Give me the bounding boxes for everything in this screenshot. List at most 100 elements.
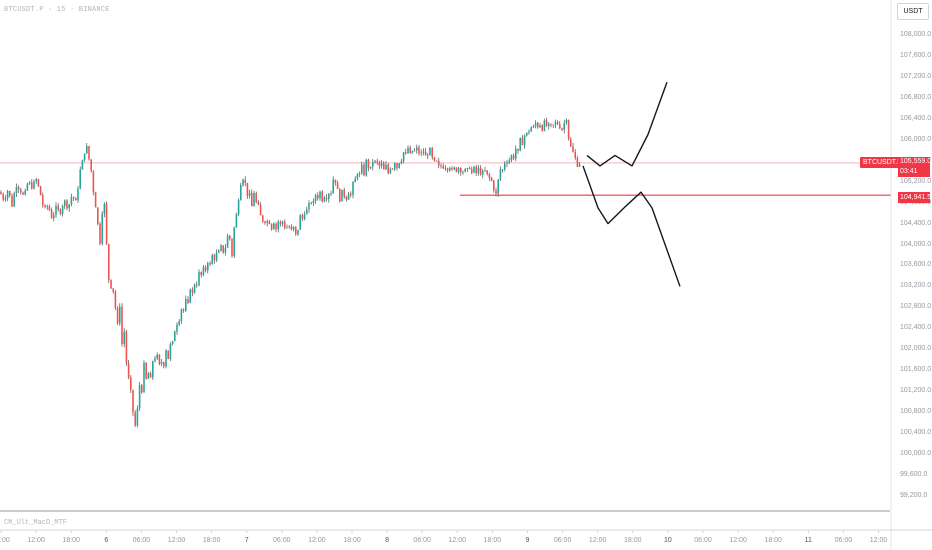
candle (242, 178, 244, 187)
candle (226, 233, 229, 248)
candle (570, 136, 572, 148)
candle (341, 189, 343, 202)
indicator-legend[interactable]: CM_Ult_MacD_MTF (4, 519, 68, 527)
candle (510, 154, 513, 163)
candle (490, 176, 493, 182)
candle (88, 145, 90, 161)
candle (409, 145, 411, 154)
candle (138, 381, 141, 412)
candle (396, 162, 398, 171)
price-tick-label: 106,000.0 (900, 135, 932, 143)
candle (328, 192, 330, 203)
candle (336, 180, 339, 189)
candle (486, 170, 488, 176)
candle (521, 135, 524, 146)
time-tick-label: 18:00 (764, 537, 782, 544)
candle (416, 144, 418, 154)
candle (81, 159, 84, 170)
candle (440, 163, 442, 169)
forecast-path[interactable] (586, 81, 668, 167)
candle (471, 166, 473, 175)
candle (290, 224, 293, 231)
candle (330, 190, 332, 197)
candle (169, 342, 172, 362)
candle (9, 190, 11, 198)
currency-selector[interactable]: USDT (897, 3, 929, 20)
time-tick-label: 06:00 (273, 537, 291, 544)
candle (83, 153, 86, 163)
candle (224, 244, 227, 256)
candle (512, 153, 515, 161)
candle (451, 165, 453, 172)
candle (251, 189, 253, 207)
candle (339, 188, 341, 203)
time-tick-label: 18:00 (483, 537, 502, 544)
candle (352, 181, 354, 199)
candle (372, 159, 374, 171)
candle (446, 167, 449, 173)
candle (143, 360, 145, 393)
candle (108, 243, 110, 283)
candle (218, 249, 220, 254)
candle (398, 163, 400, 169)
symbol-badge: BTCUSDT.P (860, 157, 905, 168)
candle (565, 118, 568, 125)
candle (559, 121, 561, 130)
time-tick-label: 11 (804, 537, 812, 544)
candle (506, 159, 508, 168)
candle (28, 181, 31, 186)
price-tick-label: 107,200.0 (900, 72, 932, 80)
last-price-badge: 105,559.0 03:41 (898, 157, 931, 177)
candle (519, 137, 521, 152)
time-tick-label: 06:00 (694, 537, 712, 544)
time-tick-label: 06:00 (834, 537, 853, 544)
candle (354, 176, 356, 183)
level-price-badge: 104,941.5 (898, 192, 932, 203)
candle (57, 203, 59, 212)
candle (198, 269, 200, 287)
price-tick-label: 107,600.0 (900, 51, 932, 59)
candle (552, 124, 554, 129)
candle (105, 201, 108, 246)
candle (545, 117, 548, 127)
candle (501, 168, 504, 173)
time-tick-label: 12:00 (729, 537, 747, 544)
candle (497, 178, 499, 197)
candle (180, 308, 183, 324)
candle (0, 190, 2, 195)
price-tick-label: 102,000.0 (900, 345, 932, 353)
time-tick-label: 12:00 (308, 537, 326, 544)
candle (576, 155, 579, 168)
price-tick-label: 99,600.0 (900, 471, 928, 479)
candle (4, 195, 7, 202)
time-tick-label: 18:00 (62, 537, 80, 544)
candle (277, 219, 279, 233)
candle (460, 167, 462, 176)
time-tick-label: 12:00 (869, 537, 888, 544)
price-tick-label: 100,400.0 (900, 429, 932, 437)
candle (167, 350, 169, 360)
candle (264, 220, 266, 225)
candle (112, 288, 114, 294)
candle (532, 124, 535, 129)
time-tick-label: 06:00 (553, 537, 572, 544)
candle (270, 223, 273, 231)
candle (347, 191, 350, 200)
forecast-path[interactable] (582, 165, 681, 287)
symbol-legend[interactable]: BTCUSDT.P · 15 · BINANCE (4, 6, 110, 14)
candle (413, 148, 416, 152)
candle (222, 245, 224, 254)
candle (55, 202, 57, 218)
candle (26, 182, 29, 191)
candle (563, 119, 565, 134)
candle (240, 182, 242, 201)
candle (132, 389, 134, 417)
candle (262, 214, 264, 223)
candle (517, 148, 519, 154)
candle (301, 213, 304, 221)
candle (42, 192, 44, 208)
candle (422, 148, 425, 156)
time-tick-label: 06:00 (0, 537, 10, 544)
price-tick-label: 104,400.0 (900, 219, 932, 227)
